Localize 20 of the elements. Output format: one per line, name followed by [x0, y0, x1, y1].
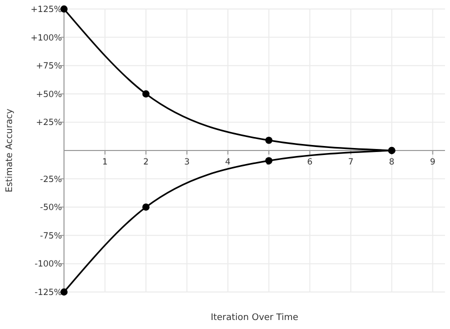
- x-tick-label: 9: [430, 158, 436, 168]
- x-tick-label: 3: [184, 158, 190, 168]
- y-tick-label: -50%: [40, 203, 62, 214]
- x-axis-title: Iteration Over Time: [210, 313, 299, 323]
- x-tick-label: 2: [143, 158, 149, 168]
- y-tick-label: -125%: [34, 288, 62, 298]
- y-tick-label: +75%: [36, 62, 62, 72]
- x-tick-label: 6: [307, 158, 313, 168]
- y-tick-label: +50%: [36, 90, 62, 100]
- y-tick-label: -25%: [40, 174, 62, 185]
- y-axis-title: Estimate Accuracy: [5, 108, 15, 192]
- y-tick-label: +25%: [36, 118, 62, 128]
- y-tick-label: +125%: [30, 5, 62, 15]
- x-tick-label: 7: [348, 158, 354, 168]
- y-tick-label: +100%: [30, 33, 62, 44]
- x-tick-label: 4: [225, 158, 231, 168]
- x-tick-label: 8: [389, 158, 394, 168]
- y-tick-label: -100%: [34, 260, 62, 270]
- x-tick-label: 1: [102, 158, 108, 168]
- y-tick-label: -75%: [40, 231, 62, 242]
